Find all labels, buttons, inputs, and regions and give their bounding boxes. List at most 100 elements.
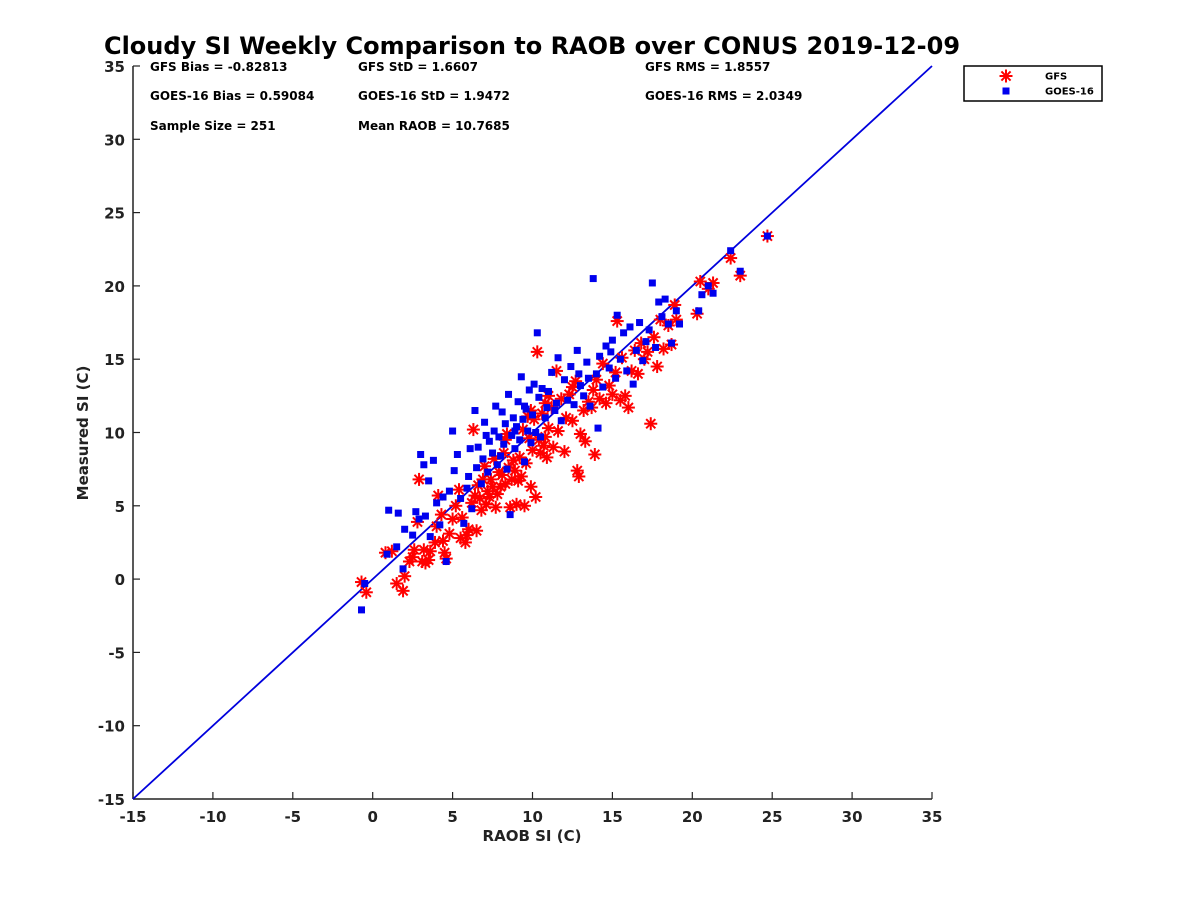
gfs-point: [546, 440, 560, 454]
goes16-point: [401, 525, 409, 533]
goes16-point: [433, 499, 441, 507]
asterisk-stroke: [516, 471, 527, 482]
y-tick-label: 5: [115, 498, 125, 516]
asterisk-stroke: [669, 299, 681, 311]
goes16-point: [623, 367, 631, 375]
asterisk-stroke: [399, 570, 410, 582]
goes16-point: [417, 450, 425, 458]
goes16-point: [541, 414, 549, 422]
goes16-point: [394, 509, 402, 517]
asterisk-stroke: [547, 441, 559, 453]
legend: GFS GOES-16: [963, 65, 1103, 102]
goes16-point: [655, 298, 663, 306]
asterisk-stroke: [432, 490, 444, 501]
goes16-point: [636, 319, 644, 327]
gfs-point: [529, 490, 543, 504]
goes16-point: [498, 408, 506, 416]
y-tick-label: 0: [115, 571, 125, 589]
gfs-point: [578, 434, 592, 448]
goes16-point: [484, 468, 492, 476]
asterisk-stroke: [361, 586, 372, 598]
asterisk-stroke: [456, 512, 468, 523]
legend-label: GOES-16: [1045, 87, 1094, 98]
goes16-point: [704, 282, 712, 290]
stat-text: GOES-16 Bias = 0.59084: [150, 89, 314, 103]
asterisk-stroke: [436, 509, 447, 520]
asterisk-stroke: [594, 393, 605, 405]
goes16-point: [607, 348, 615, 356]
goes16-point: [508, 431, 516, 439]
chart-title: Cloudy SI Weekly Comparison to RAOB over…: [104, 32, 960, 60]
goes16-point: [385, 506, 393, 514]
gfs-point: [398, 569, 412, 583]
goes16-point: [492, 402, 500, 410]
gfs-point: [446, 512, 460, 526]
gfs-point: [489, 500, 503, 514]
stat-text: GOES-16 RMS = 2.0349: [645, 89, 802, 103]
goes16-point: [393, 543, 401, 551]
asterisk-stroke: [418, 544, 430, 556]
goes16-point: [552, 399, 560, 407]
goes16-point: [564, 396, 572, 404]
goes16-point: [442, 558, 450, 566]
goes16-point: [439, 493, 447, 501]
stat-text: GFS RMS = 1.8557: [645, 60, 770, 74]
asterisk-stroke: [511, 499, 522, 510]
gfs-point: [537, 439, 551, 453]
asterisk-stroke: [514, 452, 526, 463]
asterisk-stroke: [447, 513, 458, 525]
asterisk-stroke: [474, 493, 486, 504]
goes16-point: [560, 376, 568, 384]
y-tick-label: 20: [104, 278, 125, 296]
gfs-point: [551, 424, 565, 438]
goes16-point: [471, 407, 479, 415]
goes16-point: [544, 387, 552, 395]
gfs-point: [586, 383, 600, 397]
goes16-point: [535, 393, 543, 401]
goes16-point: [505, 390, 513, 398]
goes16-point: [490, 427, 498, 435]
goes16-point: [596, 352, 604, 360]
goes16-point: [495, 433, 503, 441]
goes16-point: [529, 411, 536, 419]
asterisk-stroke: [658, 343, 669, 355]
asterisk-stroke: [587, 384, 599, 396]
goes16-point: [736, 267, 744, 275]
asterisk-stroke: [500, 478, 511, 490]
goes16-point: [575, 370, 583, 378]
gfs-point: [572, 469, 586, 483]
asterisk-stroke: [573, 471, 585, 482]
goes16-point: [481, 418, 489, 426]
goes16-point: [500, 440, 508, 448]
goes16-point: [489, 449, 497, 457]
asterisk-stroke: [397, 585, 409, 597]
asterisk-stroke: [597, 358, 609, 369]
asterisk-stroke: [468, 424, 479, 435]
goes16-point: [516, 436, 524, 444]
goes16-point: [570, 401, 578, 409]
goes16-point: [466, 445, 474, 453]
goes16-point: [727, 247, 735, 255]
goes16-point: [506, 511, 514, 519]
x-axis-label: RAOB SI (C): [483, 827, 582, 845]
stat-text: Mean RAOB = 10.7685: [358, 119, 510, 133]
goes16-point: [586, 402, 594, 410]
asterisk-stroke: [453, 484, 465, 495]
asterisk-stroke: [632, 368, 644, 380]
asterisk-stroke: [567, 415, 578, 427]
asterisk-stroke: [461, 529, 473, 541]
goes16-point: [576, 382, 584, 390]
goes16-point: [425, 477, 433, 485]
asterisk-stroke: [423, 554, 434, 566]
gfs-point: [396, 584, 410, 598]
goes16-point: [584, 374, 592, 382]
goes16-point: [412, 508, 420, 516]
asterisk-stroke: [607, 389, 618, 400]
y-tick-label: -10: [98, 718, 125, 736]
gfs-point: [406, 550, 420, 564]
goes16-point: [639, 357, 647, 365]
asterisk-stroke: [485, 474, 497, 485]
gfs-point: [510, 497, 524, 511]
goes16-point: [519, 415, 527, 423]
